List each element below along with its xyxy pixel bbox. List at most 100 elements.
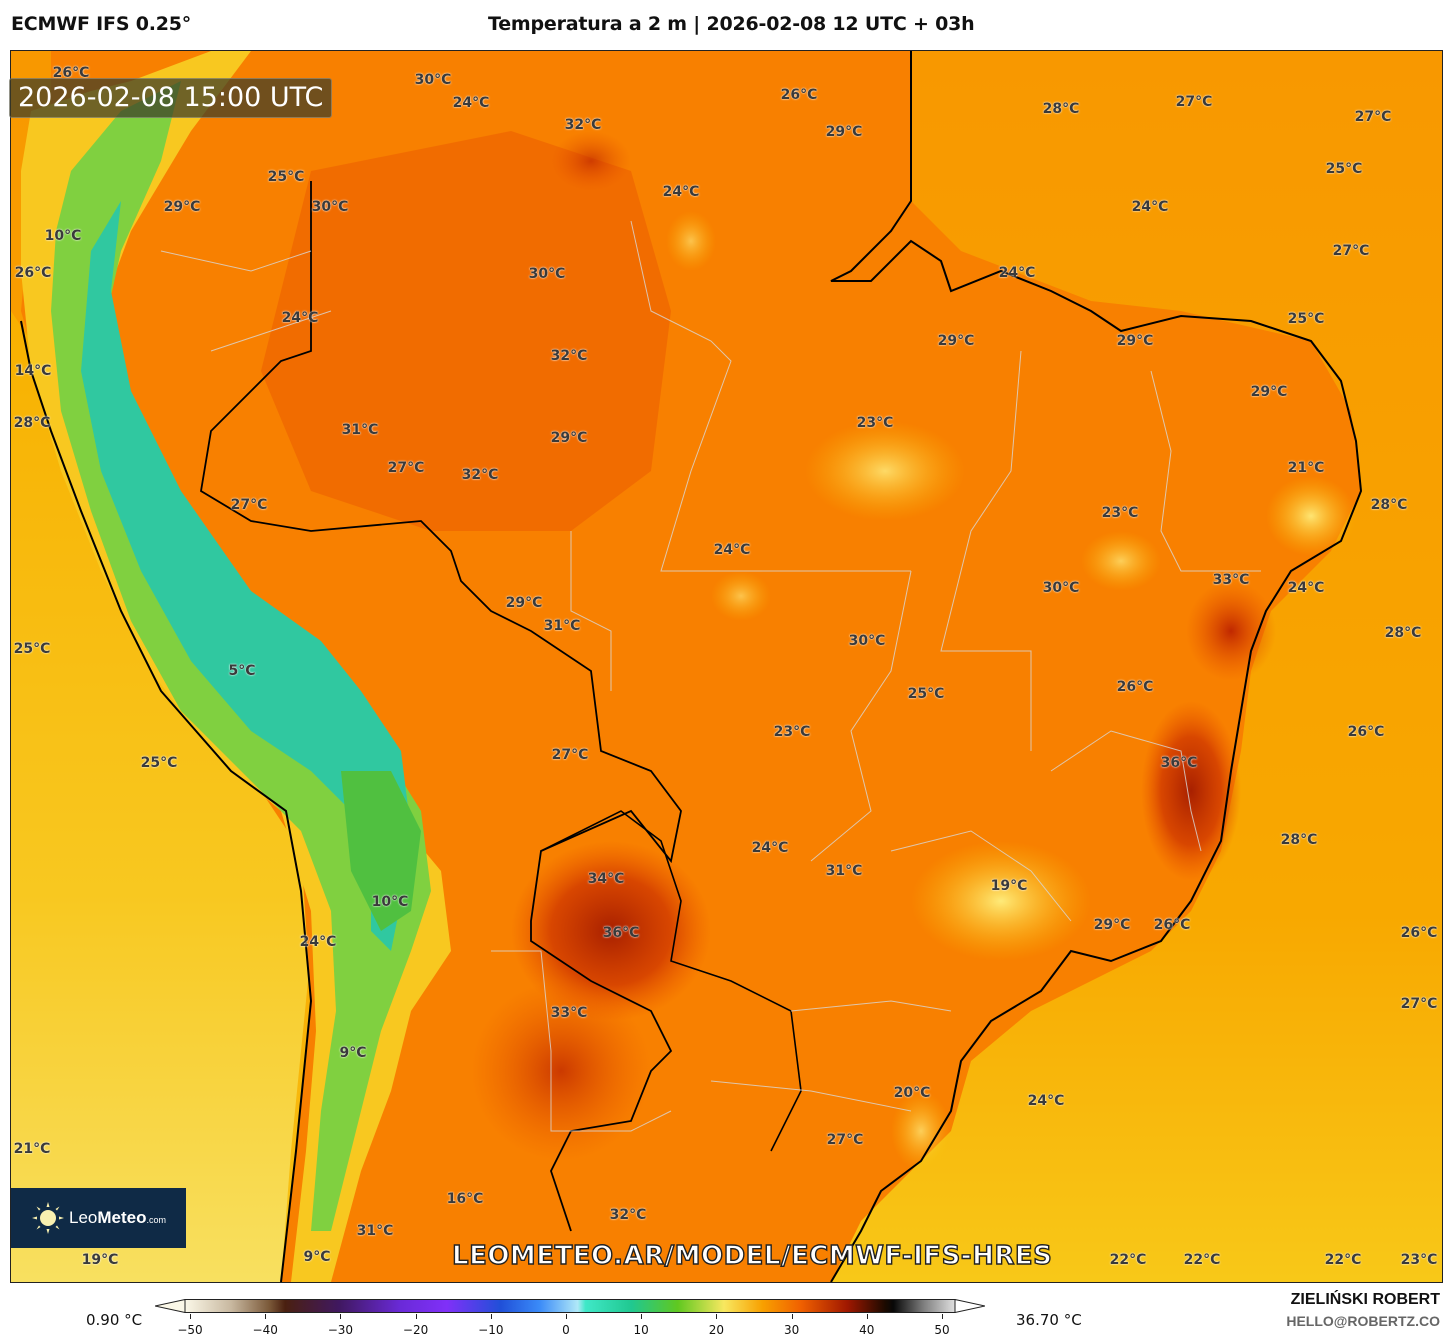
temperature-label: 14°C [14,363,52,379]
temperature-label: 32°C [550,348,588,364]
temperature-label: 22°C [1324,1252,1362,1268]
colorbar-tick [866,1314,868,1319]
colorbar-max-label: 36.70 °C [1016,1311,1082,1329]
temperature-label: 24°C [1131,199,1169,215]
temperature-label: 26°C [780,87,818,103]
temperature-label: 28°C [1370,497,1408,513]
temperature-map[interactable]: 26°C 30°C 24°C 32°C 26°C 29°C 28°C 27°C 27°C 25°C… [10,50,1443,1283]
source-url-watermark: LEOMETEO.AR/MODEL/ECMWF-IFS-HRES [451,1240,1053,1271]
colorbar-tick-label: 10 [633,1323,649,1337]
colorbar-tick-label: −20 [402,1323,429,1337]
temperature-label: 22°C [1183,1252,1221,1268]
temperature-label: 29°C [163,199,201,215]
colorbar-tick [415,1314,417,1319]
leometeo-logo[interactable]: LeoMeteo.com [11,1188,186,1248]
temperature-label: 30°C [1042,580,1080,596]
temperature-label: 25°C [13,641,51,657]
temperature-label: 21°C [13,1141,51,1157]
temperature-label: 34°C [587,871,625,887]
model-title: ECMWF IFS 0.25° [11,13,192,35]
temperature-label: 31°C [543,618,581,634]
temperature-label: 24°C [1027,1093,1065,1109]
temperature-label: 21°C [1287,460,1325,476]
colorbar-tick-label: −50 [177,1323,203,1337]
temperature-label: 23°C [1101,505,1139,521]
colorbar-tick [190,1314,191,1319]
colorbar-tick [490,1314,492,1319]
temperature-label: 27°C [1400,996,1438,1012]
temperature-label: 25°C [1325,161,1363,177]
temperature-label: 16°C [446,1191,484,1207]
temperature-label: 30°C [311,199,349,215]
temperature-label: 32°C [609,1207,647,1223]
colorbar-tick [716,1314,718,1319]
temperature-label: 29°C [1093,917,1131,933]
temperature-label: 27°C [230,497,268,513]
temperature-label: 9°C [303,1249,331,1265]
temperature-label: 26°C [1400,925,1438,941]
colorbar-tick-label: 20 [708,1323,725,1337]
temperature-field [11,51,1442,1282]
temperature-label: 25°C [907,686,945,702]
temperature-label: 19°C [990,878,1028,894]
temperature-label: 26°C [1116,679,1154,695]
temperature-label: 29°C [825,124,863,140]
temperature-label: 24°C [751,840,789,856]
temperature-label: 27°C [1332,243,1370,259]
colorbar-tick-label: −40 [252,1323,278,1337]
temperature-label: 24°C [1287,580,1325,596]
colorbar-tick-label: 40 [859,1323,875,1337]
temperature-label: 28°C [13,415,51,431]
valid-time-badge: 2026-02-08 15:00 UTC [9,78,333,118]
temperature-label: 5°C [228,663,256,679]
colorbar-ticks: −50 −40 −30 −20 −10 0 10 20 30 40 50 [0,1314,1449,1338]
temperature-label: 24°C [998,265,1036,281]
temperature-label: 29°C [505,595,543,611]
temperature-label: 31°C [825,863,863,879]
temperature-label: 30°C [848,633,886,649]
temperature-label: 36°C [1160,755,1198,771]
colorbar-tick-label: 0 [562,1323,570,1337]
temperature-label: 26°C [52,65,90,81]
temperature-label: 26°C [1153,917,1191,933]
temperature-label: 24°C [662,184,700,200]
temperature-label: 19°C [81,1252,119,1268]
temperature-label: 32°C [564,117,602,133]
temperature-label: 23°C [856,415,894,431]
temperature-label: 33°C [1212,572,1250,588]
temperature-label: 25°C [140,755,178,771]
temperature-label: 36°C [602,925,640,941]
temperature-label: 24°C [299,934,337,950]
temperature-label: 10°C [371,894,409,910]
temperature-label: 29°C [1116,333,1154,349]
temperature-label: 9°C [339,1045,367,1061]
colorbar-tick [340,1314,342,1319]
temperature-label: 20°C [893,1085,931,1101]
temperature-label: 29°C [1250,384,1288,400]
colorbar-tick [942,1314,943,1319]
colorbar [155,1299,985,1313]
colorbar-tick-label: −10 [478,1323,504,1337]
temperature-label: 23°C [773,724,811,740]
temperature-label: 27°C [826,1132,864,1148]
temperature-label: 28°C [1042,101,1080,117]
logo-text: LeoMeteo.com [69,1208,167,1227]
colorbar-tick-label: 50 [934,1323,950,1337]
temperature-label: 25°C [1287,311,1325,327]
temperature-label: 29°C [937,333,975,349]
author-email[interactable]: HELLO@ROBERTZ.CO [1286,1313,1440,1329]
temperature-label: 32°C [461,467,499,483]
temperature-label: 22°C [1109,1252,1147,1268]
temperature-label: 26°C [1347,724,1385,740]
chart-title: Temperatura a 2 m | 2026-02-08 12 UTC + … [488,13,975,35]
colorbar-tick [641,1314,643,1319]
temperature-label: 27°C [1354,109,1392,125]
temperature-label: 30°C [414,72,452,88]
temperature-label: 10°C [44,228,82,244]
temperature-label: 28°C [1280,832,1318,848]
sun-icon [32,1202,64,1234]
author-credit: ZIELIŃSKI ROBERT [1290,1291,1440,1308]
temperature-label: 26°C [14,265,52,281]
temperature-label: 27°C [1175,94,1213,110]
temperature-label: 31°C [341,422,379,438]
